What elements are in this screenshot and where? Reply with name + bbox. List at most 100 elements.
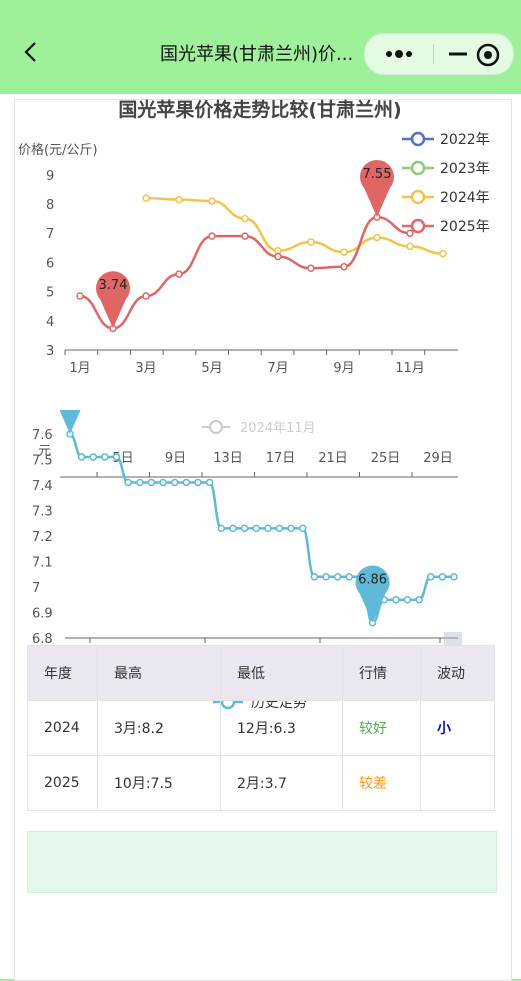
data-point [298, 524, 307, 533]
y-tick-label: 7.2 [32, 530, 53, 545]
target-close-icon [476, 43, 500, 67]
top-tick-label: 9日 [165, 451, 186, 466]
y-tick-label: 7 [32, 581, 40, 596]
x-tick-label: 1月 [69, 361, 90, 376]
data-point [345, 573, 354, 581]
minimize-icon [449, 52, 467, 56]
capsule-divider [433, 44, 434, 64]
cell-low: 2月:3.7 [220, 755, 343, 811]
header-low: 最低 [220, 645, 343, 701]
data-point [208, 197, 216, 205]
marker-pin: 7.6 [59, 410, 81, 434]
data-point [77, 453, 86, 461]
y-tick-label: 5 [46, 286, 54, 301]
data-point [240, 524, 249, 533]
header-high: 最高 [97, 645, 221, 701]
y-tick-label: 7 [46, 227, 54, 242]
data-point [307, 238, 315, 246]
yearly-price-chart: 国光苹果价格走势比较(甘肃兰州) 价格(元/公斤) 3 4 5 6 7 8 9 1月 3月 5月 7月 9… [18, 98, 490, 376]
marker-pin-shape [355, 565, 390, 623]
data-point [175, 195, 183, 204]
data-point [373, 233, 381, 242]
y-tick-label: 6.8 [32, 632, 53, 647]
legend-label: 2024年 [440, 190, 490, 206]
data-point [112, 453, 121, 461]
data-point [340, 263, 348, 271]
legend-label: 2025年 [440, 219, 490, 235]
y-tick-label: 4 [46, 315, 54, 330]
table-header-row: 年度 最高 最低 行情 波动 [27, 645, 495, 701]
series-line [69, 432, 454, 624]
data-point [142, 292, 150, 300]
legend-label: 2023年 [440, 161, 490, 177]
back-button[interactable] [18, 38, 46, 66]
more-button[interactable] [381, 43, 421, 65]
y-tick-label: 3 [46, 344, 54, 359]
y-tick-label: 7.4 [32, 479, 53, 494]
data-point [124, 478, 132, 487]
data-point [307, 264, 315, 272]
data-point [208, 232, 216, 240]
faded-legend-label: 2024年11月 [240, 421, 316, 436]
data-point [392, 596, 400, 604]
data-point [275, 524, 284, 533]
more-dots-icon [386, 50, 412, 58]
marker-pin-shape [96, 271, 130, 329]
marker-pin-shape [59, 410, 81, 434]
top-tick-label: 25日 [371, 451, 401, 466]
cell-high: 10月:7.5 [97, 755, 221, 811]
y-tick-label: 7.5 [32, 454, 53, 469]
data-point [241, 214, 249, 223]
data-point [76, 292, 84, 300]
data-point [439, 249, 447, 258]
legend-label: 2022年 [440, 132, 490, 148]
data-point [159, 478, 167, 487]
data-point [406, 229, 414, 237]
header-market: 行情 [342, 645, 421, 701]
marker-pin-label: 3.74 [99, 278, 128, 293]
y-tick-label: 8 [46, 198, 54, 213]
data-point [175, 270, 183, 278]
legend-marker [410, 189, 426, 205]
data-point [205, 478, 214, 487]
y-tick-label: 9 [46, 169, 54, 184]
series-line [145, 196, 444, 255]
data-point [241, 232, 249, 240]
mini-program-capsule [364, 33, 514, 75]
top-tick-label: 17日 [266, 451, 296, 466]
y-tick-label: 7.1 [32, 556, 53, 571]
data-point [406, 242, 414, 251]
close-button[interactable] [475, 42, 501, 68]
cell-volatility [420, 755, 495, 811]
data-point [450, 573, 458, 581]
marker-pin-label: 7.55 [363, 167, 392, 182]
data-point [340, 248, 348, 256]
legend-marker [410, 131, 426, 147]
data-point [252, 524, 260, 533]
data-point [182, 478, 191, 487]
price-summary-table: 年度 最高 最低 行情 波动 2024 3月:8.2 12月:6.3 较好 小 … [27, 645, 495, 811]
chart-title: 国光苹果价格走势比较(甘肃兰州) [118, 98, 401, 121]
cell-market: 较好 [342, 700, 421, 756]
data-point [194, 478, 202, 487]
x-tick-label: 5月 [201, 361, 222, 376]
y-axis-label: 价格(元/公斤) [18, 142, 98, 158]
data-point [310, 573, 319, 581]
y-tick-label: 6 [46, 256, 54, 271]
page-title: 国光苹果(甘肃兰州)价... [160, 44, 354, 65]
x-tick-label: 7月 [267, 361, 288, 376]
minimize-button[interactable] [443, 43, 473, 65]
marker-pin: 3.74 [96, 271, 130, 329]
y-tick-label: 6.9 [32, 607, 53, 622]
header-year: 年度 [27, 645, 98, 701]
marker-pin: 6.86 [355, 565, 390, 623]
data-point [287, 524, 295, 533]
data-point [89, 453, 98, 461]
table-row: 2024 3月:8.2 12月:6.3 较好 小 [27, 700, 495, 756]
cell-volatility: 小 [420, 700, 495, 756]
data-point [147, 478, 156, 487]
top-tick-label: 21日 [318, 451, 348, 466]
top-tick-label: 29日 [423, 451, 453, 466]
data-point [322, 573, 330, 581]
x-tick-label: 11月 [395, 361, 425, 376]
